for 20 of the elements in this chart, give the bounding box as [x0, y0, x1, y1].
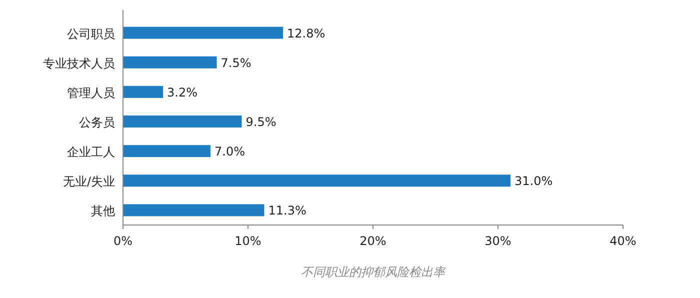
y-tick-label: 专业技术人员 — [43, 56, 115, 70]
y-tick-label: 其他 — [91, 204, 115, 218]
y-tick-label: 企业工人 — [67, 145, 115, 160]
data-label: 9.5% — [246, 115, 276, 129]
data-label: 3.2% — [167, 85, 198, 100]
x-tick-label: 0% — [113, 234, 133, 248]
data-label: 11.3% — [268, 204, 306, 218]
text: 不同职业的抑郁风险检出率 — [301, 265, 447, 279]
y-tick-label: 管理人员 — [67, 86, 115, 100]
y-tick-label: 公司职员 — [67, 26, 115, 41]
data-label: 31.0% — [514, 174, 553, 188]
x-tick-label: 20% — [360, 234, 386, 248]
y-tick-label: 无业/失业 — [62, 174, 115, 189]
x-tick-label: 10% — [234, 234, 262, 248]
data-label: 7.0% — [214, 144, 245, 159]
data-label: 12.8% — [287, 26, 326, 40]
y-tick-label: 公务员 — [79, 116, 115, 130]
data-label: 7.5% — [220, 56, 252, 70]
x-tick-label: 30% — [484, 234, 512, 248]
x-tick-label: 40% — [610, 234, 636, 248]
